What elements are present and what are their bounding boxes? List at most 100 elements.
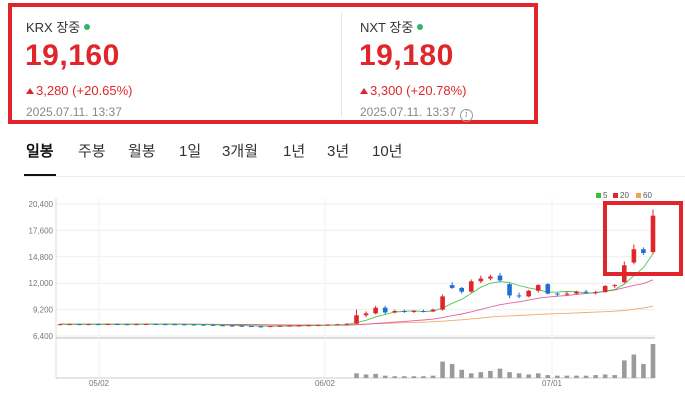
candle[interactable] [306,324,311,327]
candle[interactable] [488,274,493,281]
candle[interactable] [268,325,273,328]
candle[interactable] [555,292,560,297]
candle[interactable] [382,305,388,315]
candle[interactable] [478,275,484,284]
tab-3months[interactable]: 3개월 [222,143,258,160]
candle[interactable] [335,323,340,326]
candle[interactable] [526,289,531,298]
candle[interactable] [650,209,656,254]
candle[interactable] [631,244,637,265]
candle[interactable] [430,308,436,312]
candle[interactable] [421,309,426,313]
candle[interactable] [115,323,120,326]
candle[interactable] [641,247,646,255]
candle[interactable] [354,309,359,324]
candle-body [344,323,350,325]
up-triangle-icon [26,88,34,94]
candle[interactable] [162,323,168,326]
candle[interactable] [516,292,522,299]
candle[interactable] [612,284,618,288]
candle[interactable] [545,283,551,295]
candle-body [153,323,158,325]
volume-bar [545,375,551,378]
tab-10years[interactable]: 10년 [372,143,403,160]
candle[interactable] [564,291,570,296]
candle[interactable] [459,286,465,294]
candle[interactable] [402,309,407,313]
candle[interactable] [105,323,111,326]
candle[interactable] [67,323,72,326]
candle[interactable] [229,325,235,327]
candle[interactable] [411,310,417,313]
candle[interactable] [622,261,627,284]
candle[interactable] [468,279,474,293]
tab-1day[interactable]: 1일 [179,143,202,160]
candle[interactable] [86,323,91,326]
candle[interactable] [325,324,331,326]
volume-bar [373,373,378,378]
candle[interactable] [363,311,369,318]
nxt-timestamp: 2025.07.11. 13:37 i [360,105,473,122]
candle[interactable] [258,325,264,328]
candle-body [248,326,254,328]
candle[interactable] [392,309,398,314]
candle[interactable] [172,323,178,326]
tab-3years[interactable]: 3년 [327,143,350,160]
candle[interactable] [497,272,503,283]
candle[interactable] [373,305,378,315]
candle[interactable] [602,285,608,293]
candle[interactable] [182,323,187,326]
candle-body [363,313,369,316]
volume-bar [535,373,541,378]
volume-bar [497,368,503,378]
candle[interactable] [593,290,598,295]
candle[interactable] [449,282,455,289]
candle[interactable] [210,324,216,326]
tab-daily[interactable]: 일봉 [26,143,54,160]
legend-swatch-ma20 [613,193,618,198]
candle-body [516,295,522,297]
candle[interactable] [124,323,130,326]
candle[interactable] [134,323,139,326]
volume-bar [459,369,465,378]
live-dot-icon [84,24,91,30]
candle[interactable] [57,323,63,326]
candle[interactable] [440,294,445,311]
candle[interactable] [143,323,149,325]
candle-body [526,290,531,297]
candle-body [210,324,216,326]
candle[interactable] [583,289,589,294]
candle[interactable] [76,323,82,326]
candle-body [86,324,91,326]
x-tick-label: 06/02 [315,379,336,388]
candle[interactable] [507,283,512,299]
candle[interactable] [315,324,321,327]
candle[interactable] [95,323,101,326]
info-icon[interactable]: i [459,109,473,122]
candle[interactable] [344,323,350,325]
candle-body [124,324,130,326]
candle[interactable] [153,323,158,325]
tab-weekly[interactable]: 주봉 [78,143,106,160]
candle[interactable] [239,325,245,327]
candle[interactable] [201,324,206,326]
candle-body [468,281,474,292]
volume-bar [478,372,484,378]
candle[interactable] [248,325,254,328]
candle[interactable] [220,324,225,327]
candle[interactable] [287,325,292,327]
candle-body [622,265,627,283]
tab-1year[interactable]: 1년 [283,143,306,160]
candle[interactable] [296,325,302,327]
candle[interactable] [191,324,197,326]
candle-body [650,215,656,253]
candle[interactable] [535,284,541,293]
candle-body [95,324,101,326]
candle[interactable] [277,325,283,327]
candle[interactable] [574,290,579,295]
candle-body [602,286,608,293]
tab-monthly[interactable]: 월봉 [128,143,156,160]
y-tick-label: 20,400 [29,200,54,209]
candle-body [201,324,206,326]
